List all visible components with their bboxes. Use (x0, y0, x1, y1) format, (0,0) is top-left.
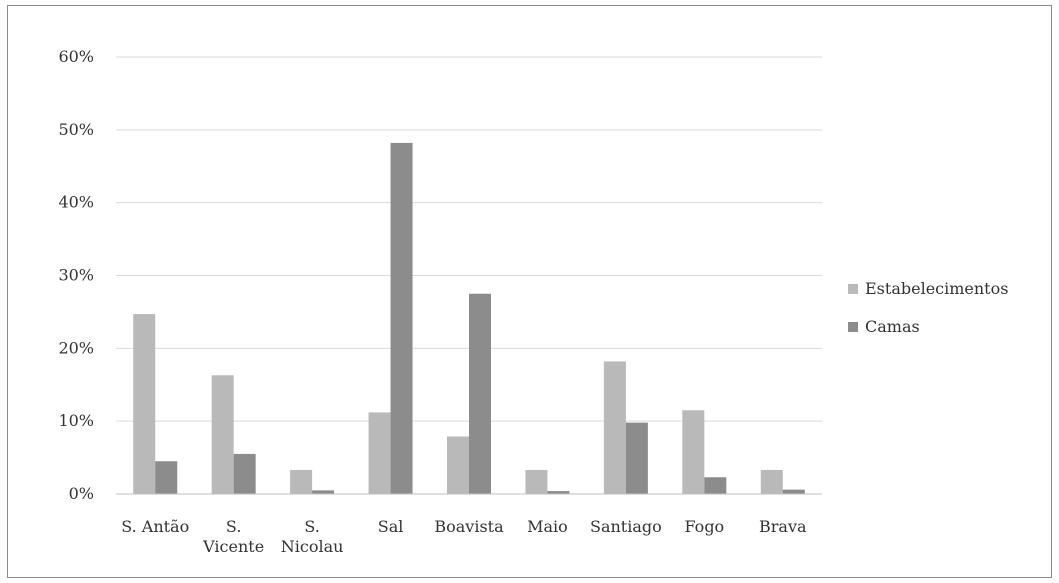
y-tick-label: 30% (58, 266, 94, 285)
x-category-label: S. (226, 517, 241, 536)
bar-estabelecimentos-0 (133, 314, 156, 494)
bar-camas-3 (390, 142, 413, 494)
x-category-label: Sal (378, 517, 404, 536)
y-tick-label: 60% (58, 47, 94, 66)
bar-camas-4 (469, 293, 491, 494)
x-category-label: Nicolau (281, 537, 344, 556)
bar-estabelecimentos-7 (682, 410, 705, 494)
legend-label: Camas (865, 317, 920, 336)
x-category-label: Maio (527, 517, 568, 536)
bar-estabelecimentos-2 (290, 469, 313, 494)
bar-camas-2 (312, 490, 335, 494)
y-tick-label: 40% (58, 193, 94, 212)
legend-swatch (848, 284, 858, 294)
bars-layer (133, 142, 805, 494)
x-category-label: S. Antão (121, 517, 189, 536)
bar-estabelecimentos-3 (368, 412, 391, 494)
bar-estabelecimentos-6 (603, 361, 626, 494)
bar-estabelecimentos-4 (447, 436, 469, 494)
axis-layer: 0%10%20%30%40%50%60%S. Antão S.VicenteS.N… (58, 47, 822, 556)
y-tick-label: 20% (58, 338, 94, 357)
chart-svg: 0%10%20%30%40%50%60%S. Antão S.VicenteS.N… (58, 47, 1008, 556)
chart-frame: 0% 10% 20% 30% 40% 50% 60% S. Antão S. Vicente S. N… (7, 5, 1052, 578)
x-category-label: Fogo (684, 517, 724, 536)
bar-camas-7 (704, 477, 727, 494)
x-category-label: Boavista (434, 517, 504, 536)
bar-camas-8 (782, 489, 805, 494)
y-tick-label: 0% (69, 484, 94, 503)
legend-swatch (848, 322, 858, 332)
y-tick-label: 50% (58, 120, 94, 139)
bar-camas-0 (155, 461, 178, 494)
bar-estabelecimentos-8 (760, 469, 783, 494)
bar-estabelecimentos-5 (525, 469, 548, 494)
x-category-label: Santiago (590, 517, 662, 536)
x-category-label: S. (304, 517, 319, 536)
y-tick-label: 10% (58, 411, 94, 430)
bar-camas-1 (233, 453, 256, 494)
bar-camas-5 (547, 491, 570, 494)
legend-label: Estabelecimentos (865, 279, 1008, 298)
x-category-label: Vicente (202, 537, 264, 556)
legend-layer: Estabelecimentos Camas (848, 279, 1008, 336)
x-category-label: Brava (759, 517, 807, 536)
bar-camas-6 (625, 422, 648, 494)
bar-estabelecimentos-1 (211, 375, 234, 494)
